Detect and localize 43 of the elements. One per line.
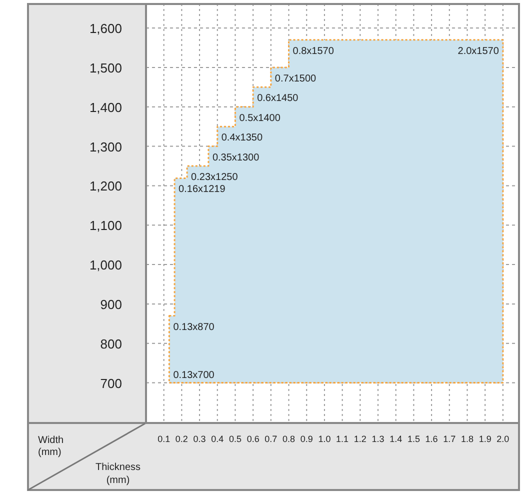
y-tick-label: 1,300 [89, 139, 122, 154]
x-tick-label: 0.6 [246, 434, 260, 444]
x-tick-label: 0.2 [175, 434, 188, 444]
annotation: 0.13x700 [173, 370, 215, 381]
x-tick-label: 1.9 [478, 434, 492, 444]
y-tick-label: 1,500 [89, 60, 122, 76]
annotation: 0.13x870 [173, 322, 215, 333]
x-tick-label: 0.4 [211, 434, 224, 444]
y-tick-label: 1,100 [89, 218, 122, 234]
x-tick-label: 0.5 [228, 434, 242, 444]
annotation: 0.35x1300 [212, 152, 260, 164]
x-tick-label: 1.5 [407, 434, 420, 444]
x-tick-label: 1.3 [372, 434, 384, 444]
annotation: 0.8x1570 [292, 46, 334, 57]
y-tick-label: 1,200 [89, 178, 122, 194]
x-tick-label: 1.7 [443, 434, 456, 444]
annotation: 0.23x1250 [191, 172, 238, 184]
annotation: 0.7x1500 [274, 73, 317, 84]
annotation: 0.5x1400 [239, 112, 281, 124]
x-tick-label: 1.4 [390, 434, 402, 444]
x-tick-label: 0.8 [282, 434, 296, 444]
x-tick-label: 0.3 [193, 434, 206, 444]
annotation: 0.6x1450 [257, 93, 299, 104]
x-tick-label: 1.2 [354, 434, 366, 444]
x-tick-label: 0.1 [158, 434, 170, 444]
x-tick-label: 1.0 [318, 434, 331, 444]
y-tick-label: 700 [100, 376, 122, 391]
y-axis-title: Width (mm) [38, 435, 64, 458]
annotation: 0.16x1219 [178, 184, 226, 196]
annotation: 2.0x1570 [458, 46, 500, 57]
x-tick-label: 1.8 [460, 434, 474, 444]
x-tick-label: 2.0 [496, 434, 510, 444]
x-tick-label: 0.7 [264, 434, 278, 444]
y-tick-label: 800 [100, 336, 122, 352]
y-tick-label: 1,600 [89, 21, 122, 36]
annotation: 0.4x1350 [221, 132, 263, 144]
y-tick-label: 1,400 [89, 100, 122, 115]
x-tick-label: 0.9 [300, 434, 313, 444]
y-tick-label: 1,000 [89, 258, 122, 273]
x-tick-label: 1.6 [425, 434, 438, 444]
x-tick-label: 1.1 [336, 434, 349, 444]
y-tick-label: 900 [100, 296, 122, 312]
x-axis-title: Thickness (mm) [95, 462, 141, 486]
